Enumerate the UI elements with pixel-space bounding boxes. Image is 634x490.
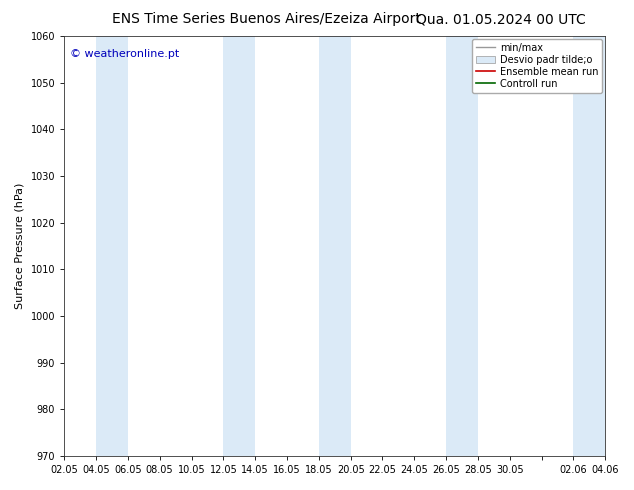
Bar [96, 36, 128, 456]
Text: Qua. 01.05.2024 00 UTC: Qua. 01.05.2024 00 UTC [416, 12, 586, 26]
Legend: min/max, Desvio padr tilde;o, Ensemble mean run, Controll run: min/max, Desvio padr tilde;o, Ensemble m… [472, 39, 602, 93]
Text: ENS Time Series Buenos Aires/Ezeiza Airport: ENS Time Series Buenos Aires/Ezeiza Airp… [112, 12, 421, 26]
Bar [446, 36, 478, 456]
Y-axis label: Surface Pressure (hPa): Surface Pressure (hPa) [15, 183, 25, 309]
Bar [319, 36, 351, 456]
Bar [223, 36, 255, 456]
Text: © weatheronline.pt: © weatheronline.pt [70, 49, 179, 59]
Bar [573, 36, 605, 456]
